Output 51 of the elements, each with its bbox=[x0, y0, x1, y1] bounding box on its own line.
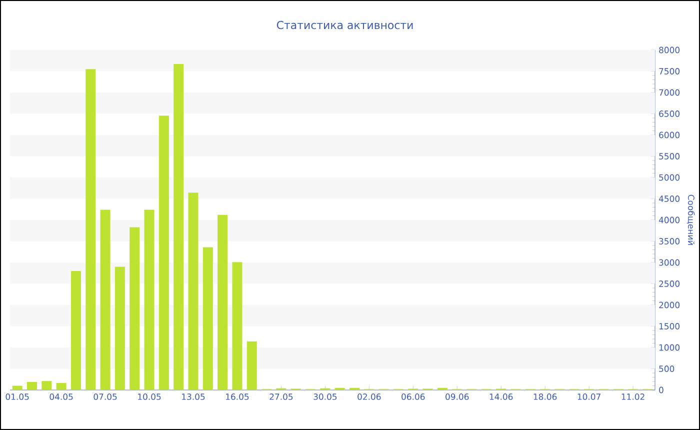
bar bbox=[232, 262, 242, 390]
y-tick-label: 6500 bbox=[659, 110, 680, 117]
x-tick-label: 01.05 bbox=[6, 394, 29, 400]
y-tick-label: 7500 bbox=[659, 68, 680, 74]
x-tick-label: 02.06 bbox=[358, 394, 381, 400]
bar bbox=[70, 271, 81, 390]
x-tick-label: 11.02 bbox=[622, 394, 644, 400]
x-tick-label: 04.05 bbox=[50, 394, 73, 400]
bar bbox=[100, 210, 110, 390]
bar bbox=[174, 64, 184, 390]
bar bbox=[42, 381, 52, 390]
x-tick-label: 30.05 bbox=[314, 394, 337, 400]
x-tick-label: 09.06 bbox=[446, 394, 469, 400]
x-tick-label: 27.05 bbox=[270, 394, 293, 400]
x-tick-label: 13.05 bbox=[182, 394, 205, 400]
bar bbox=[144, 210, 154, 390]
bar bbox=[86, 69, 96, 390]
y-tick-label: 500 bbox=[659, 366, 674, 372]
x-tick-label: 07.05 bbox=[94, 394, 117, 400]
bar bbox=[56, 382, 66, 390]
y-tick-label: 1000 bbox=[659, 344, 680, 351]
y-tick-label: 8000 bbox=[659, 46, 680, 54]
y-tick-label: 6000 bbox=[659, 132, 680, 138]
bar bbox=[130, 227, 140, 390]
x-tick-label: 14.06 bbox=[490, 394, 513, 400]
x-tick-label: 16.05 bbox=[226, 394, 249, 400]
y-tick-label: 4000 bbox=[658, 216, 680, 224]
y-tick-label: 5500 bbox=[659, 153, 680, 160]
bar bbox=[202, 247, 213, 390]
bar bbox=[158, 116, 169, 390]
bar bbox=[12, 386, 22, 390]
bar bbox=[218, 214, 228, 390]
x-tick-label: 18.06 bbox=[534, 394, 557, 400]
chart-title: Статистика активности bbox=[276, 20, 413, 30]
x-tick-label: 06.06 bbox=[402, 394, 425, 400]
y-tick-label: 4500 bbox=[658, 196, 680, 202]
x-tick-label: 10.05 bbox=[138, 394, 161, 400]
y-tick-label: 3000 bbox=[659, 259, 680, 266]
y-tick-label: 7000 bbox=[659, 89, 680, 96]
y-tick-label: 2000 bbox=[659, 302, 680, 308]
bar bbox=[246, 341, 257, 390]
y-axis-title: Сообщений bbox=[686, 194, 695, 245]
y-tick-label: 1500 bbox=[659, 323, 680, 330]
bar bbox=[26, 382, 37, 390]
y-tick-label: 0 bbox=[659, 386, 664, 394]
bar bbox=[188, 192, 198, 390]
bar bbox=[114, 266, 125, 390]
y-tick-label: 2500 bbox=[659, 280, 680, 287]
y-tick-label: 5000 bbox=[659, 174, 680, 181]
x-tick-label: 10.07 bbox=[578, 394, 600, 400]
y-tick-label: 3500 bbox=[659, 238, 680, 244]
